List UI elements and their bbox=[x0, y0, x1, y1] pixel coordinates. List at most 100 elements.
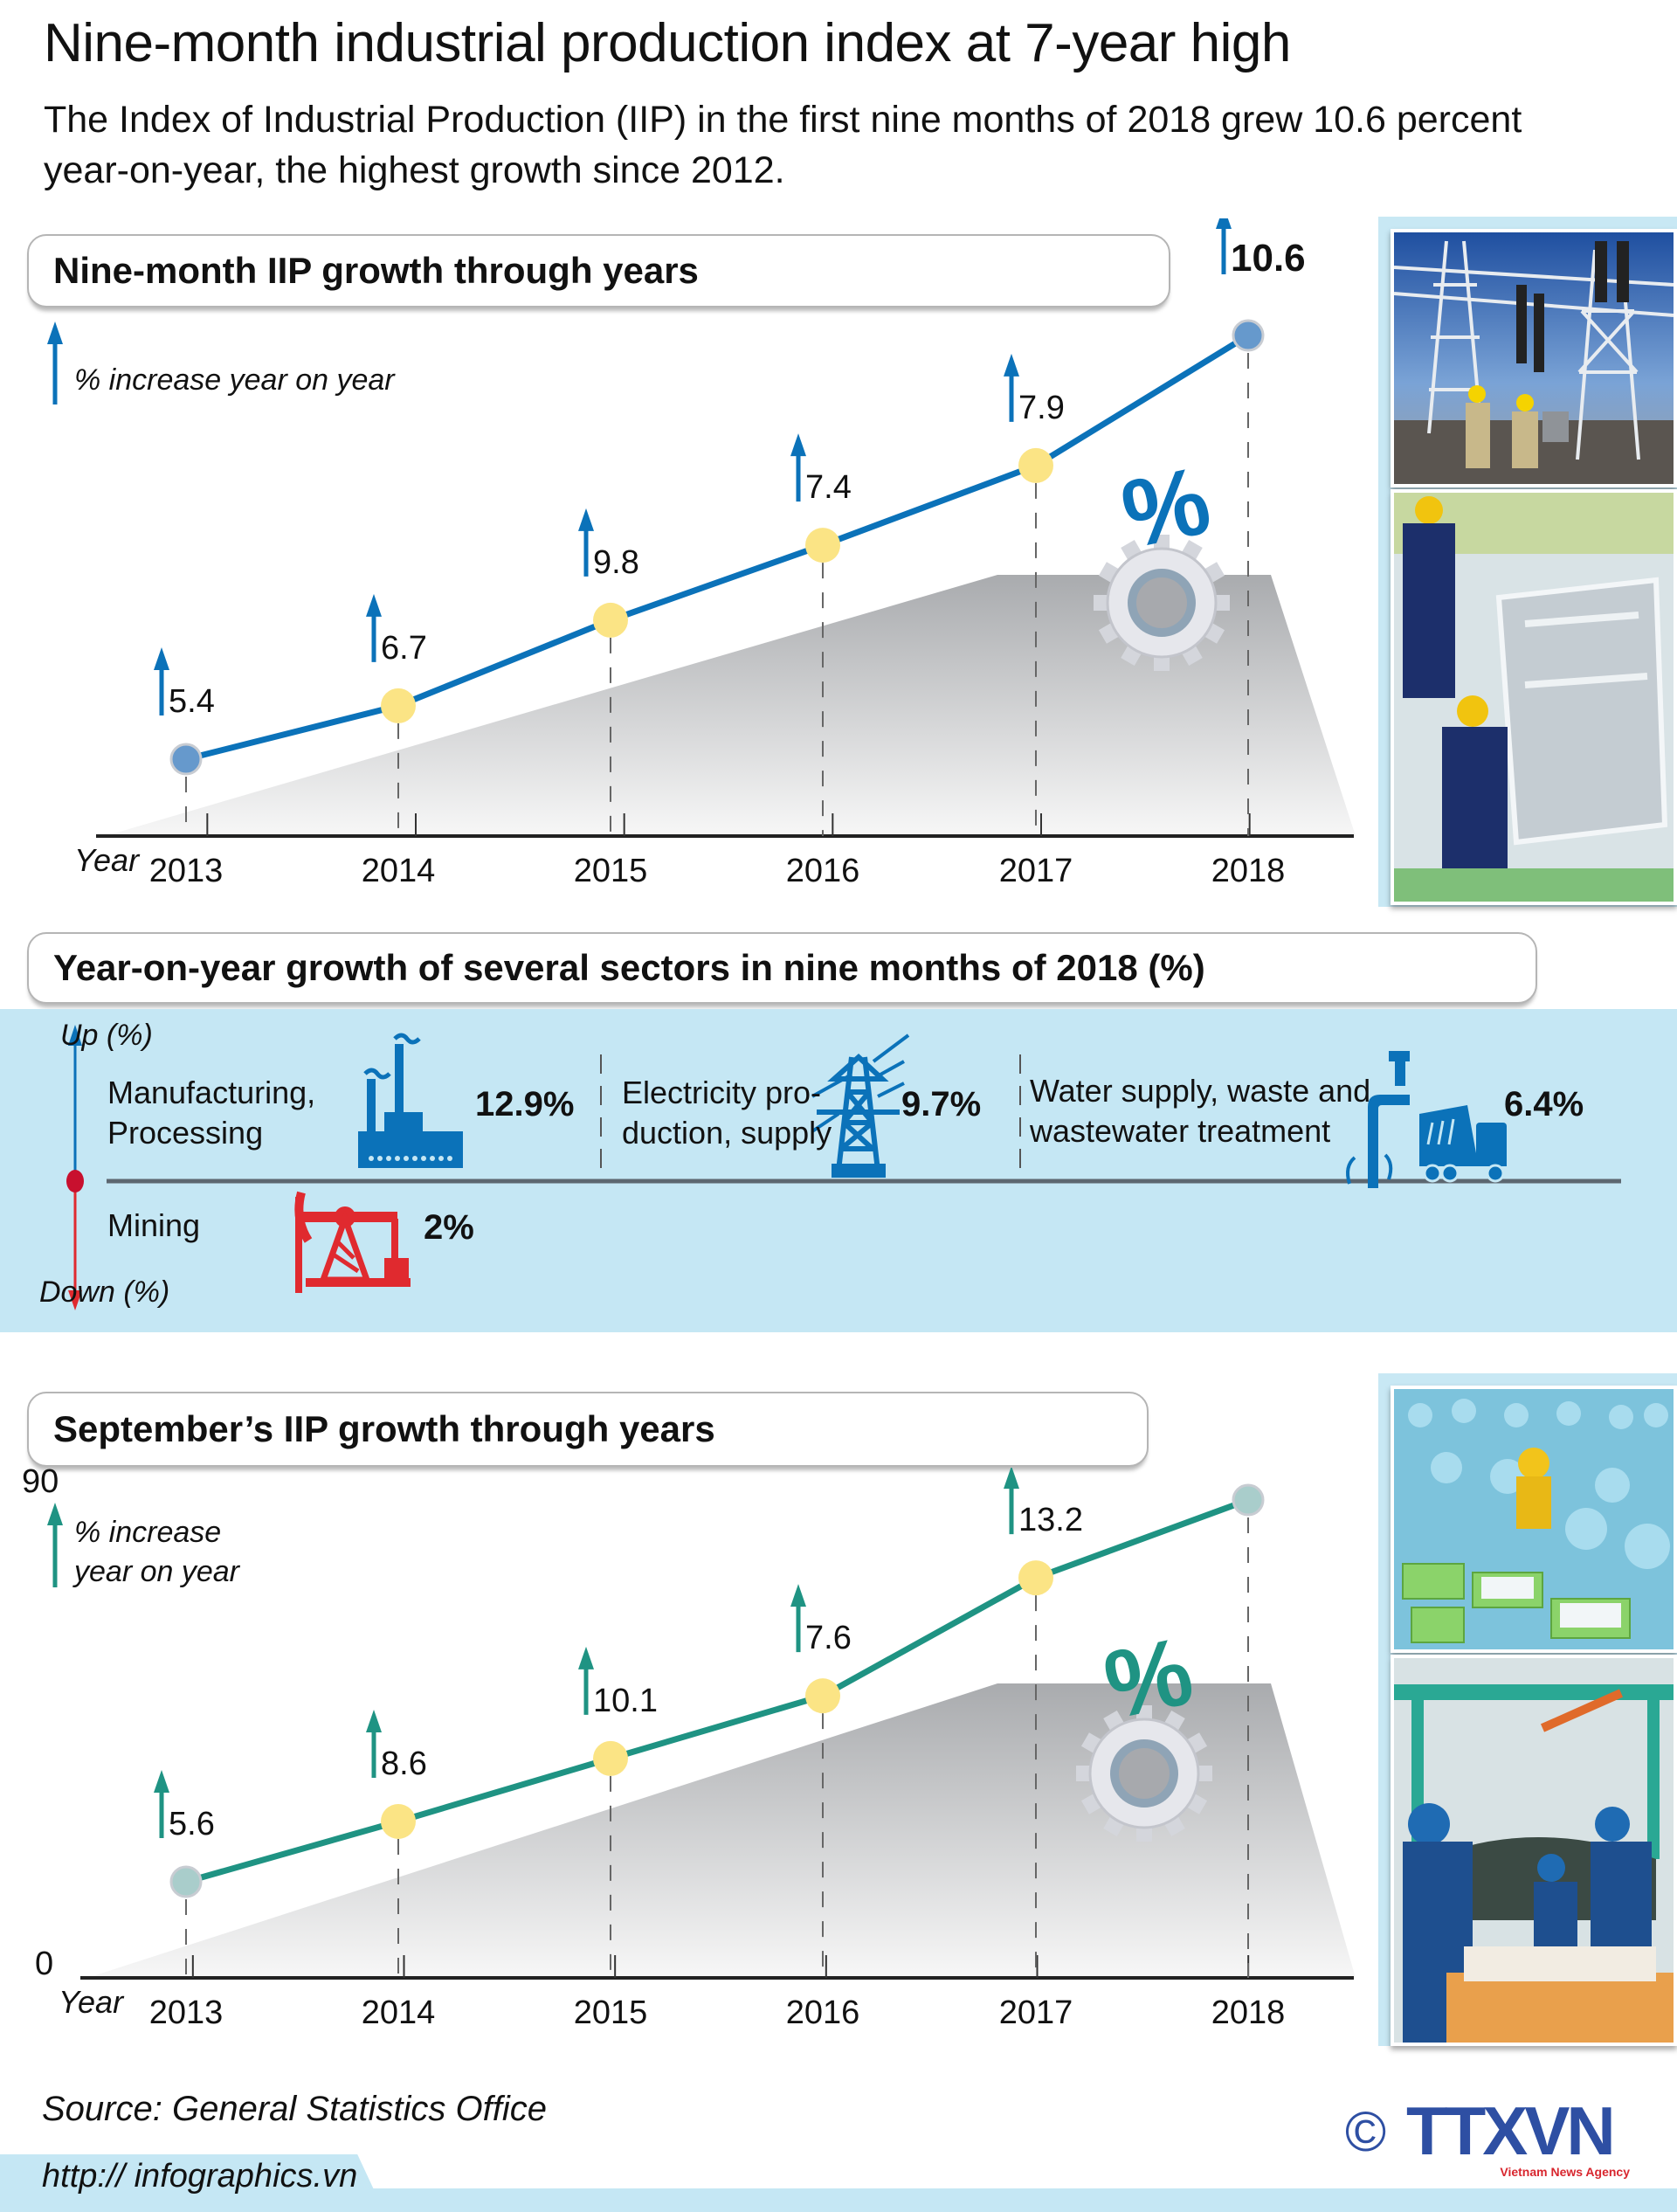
photo-seafood-processing bbox=[1391, 1386, 1677, 1653]
gray-ramp bbox=[87, 1683, 1356, 1978]
ttxvn-logo: © TTXVN Vietnam News Agency bbox=[1345, 2092, 1642, 2184]
up-arrow-icon bbox=[578, 508, 594, 531]
down-label: Down (%) bbox=[39, 1275, 170, 1309]
data-label: 10.1 bbox=[593, 1683, 658, 1719]
x-axis-title: Year bbox=[74, 842, 141, 878]
data-label: 7.4 bbox=[805, 469, 852, 506]
sector-label-manufacturing: Manufacturing, Processing bbox=[107, 1073, 315, 1153]
x-tick-label: 2014 bbox=[362, 1994, 436, 2031]
up-label: Up (%) bbox=[60, 1019, 153, 1052]
up-arrow-icon bbox=[1004, 353, 1019, 377]
sectors-graphics bbox=[66, 1025, 1621, 1310]
photo-power-substation bbox=[1391, 229, 1677, 487]
data-point bbox=[169, 1865, 203, 1898]
data-point bbox=[593, 1740, 628, 1776]
faucet-truck-icon bbox=[1346, 1051, 1507, 1188]
up-arrow-icon bbox=[578, 1646, 594, 1669]
down-arrow-icon bbox=[68, 1290, 82, 1310]
data-label: 7.6 bbox=[805, 1620, 852, 1656]
data-label: 5.6 bbox=[169, 1806, 215, 1842]
up-arrow-icon bbox=[366, 1709, 382, 1732]
gear-hole bbox=[1110, 1739, 1178, 1808]
x-tick-label: 2017 bbox=[999, 1994, 1073, 2031]
x-tick-label: 2013 bbox=[149, 1994, 224, 2031]
data-point bbox=[169, 743, 203, 776]
photo-car-assembly bbox=[1391, 489, 1677, 905]
sector-label-mining: Mining bbox=[107, 1207, 201, 1243]
photo-panel-bottom bbox=[1378, 1373, 1677, 2046]
page-title: Nine-month industrial production index a… bbox=[44, 13, 1291, 73]
data-point bbox=[805, 528, 840, 563]
data-point bbox=[1232, 319, 1265, 352]
up-arrow-icon bbox=[790, 1584, 806, 1607]
up-arrow-icon bbox=[366, 593, 382, 617]
page-subtitle: The Index of Industrial Production (IIP)… bbox=[44, 94, 1616, 196]
sector-label-line: duction, supply bbox=[622, 1115, 832, 1151]
x-tick-label: 2013 bbox=[149, 853, 224, 889]
source-note: Source: General Statistics Office bbox=[42, 2090, 548, 2128]
data-label: 6.7 bbox=[381, 630, 427, 667]
gray-ramp bbox=[105, 575, 1356, 836]
chart1-title-box: Nine-month IIP growth through years bbox=[27, 234, 1170, 308]
up-arrow-icon bbox=[154, 1770, 169, 1793]
axis-origin-dot bbox=[66, 1170, 84, 1192]
data-label: 7.9 bbox=[1018, 390, 1065, 426]
series-line bbox=[185, 333, 1250, 763]
chart2-title-box: September’s IIP growth through years bbox=[27, 1392, 1149, 1467]
y-tick-label: 90 bbox=[22, 1468, 59, 1500]
sector-label-line: Processing bbox=[107, 1115, 264, 1151]
sector-label-line: wastewater treatment bbox=[1030, 1113, 1331, 1149]
legend-label: % increase bbox=[74, 1516, 221, 1549]
sector-label-line: Water supply, waste and bbox=[1030, 1073, 1371, 1109]
gear-icon bbox=[1076, 1705, 1212, 1842]
footer-url[interactable]: http:// infographics.vn bbox=[42, 2158, 358, 2195]
data-label: 8.6 bbox=[381, 1745, 427, 1782]
y-tick-label: 0 bbox=[35, 1946, 53, 1982]
up-arrow-icon bbox=[790, 433, 806, 457]
sector-label-line: Electricity pro- bbox=[622, 1075, 822, 1110]
sectors-title: Year-on-year growth of several sectors i… bbox=[53, 947, 1205, 988]
copyright-icon: © bbox=[1345, 2100, 1387, 2163]
x-tick-label: 2017 bbox=[999, 853, 1073, 889]
gear-hole bbox=[1128, 569, 1196, 637]
data-point bbox=[1232, 1483, 1265, 1517]
up-arrow-icon bbox=[68, 1025, 82, 1046]
september-iip-chart: %5.68.610.17.613.29.1Year201320142015201… bbox=[22, 1468, 1356, 2031]
x-tick-label: 2016 bbox=[786, 853, 860, 889]
x-axis-title: Year bbox=[59, 1984, 125, 2020]
up-arrow-icon bbox=[1216, 218, 1232, 229]
sector-value-electricity: 9.7% bbox=[901, 1085, 982, 1123]
footer-strip bbox=[0, 2188, 1677, 2212]
x-tick-label: 2018 bbox=[1211, 853, 1286, 889]
x-tick-label: 2016 bbox=[786, 1994, 860, 2031]
legend-label: % increase year on year bbox=[74, 363, 396, 397]
data-point bbox=[1018, 447, 1053, 483]
logo-text: TTXVN bbox=[1406, 2092, 1616, 2169]
legend-arrow-icon bbox=[47, 1503, 63, 1525]
up-arrow-icon bbox=[154, 647, 169, 670]
series-line bbox=[185, 1497, 1250, 1885]
sector-value-water: 6.4% bbox=[1504, 1085, 1584, 1123]
data-point bbox=[1018, 1560, 1053, 1596]
sector-label-water: Water supply, waste and wastewater treat… bbox=[1030, 1071, 1370, 1151]
data-label: 5.4 bbox=[169, 683, 215, 720]
x-tick-label: 2015 bbox=[574, 853, 648, 889]
subtitle-line-2: year-on-year, the highest growth since 2… bbox=[44, 149, 785, 191]
chart1-title: Nine-month IIP growth through years bbox=[53, 250, 699, 291]
sectors-title-box: Year-on-year growth of several sectors i… bbox=[27, 932, 1537, 1004]
sector-value-mining: 2% bbox=[424, 1208, 474, 1247]
subtitle-line-1: The Index of Industrial Production (IIP)… bbox=[44, 99, 1522, 141]
gear-icon bbox=[1094, 535, 1230, 671]
x-tick-label: 2018 bbox=[1211, 1994, 1286, 2031]
up-arrow-icon bbox=[1004, 1468, 1019, 1490]
x-tick-label: 2014 bbox=[362, 853, 436, 889]
x-tick-label: 2015 bbox=[574, 1994, 648, 2031]
sector-label-line: Manufacturing, bbox=[107, 1075, 316, 1110]
data-label: 10.6 bbox=[1231, 237, 1306, 280]
chart2-title: September’s IIP growth through years bbox=[53, 1408, 715, 1449]
photo-panel-top bbox=[1378, 217, 1677, 907]
data-label: 9.8 bbox=[593, 544, 639, 581]
photo-sorting-line bbox=[1391, 1655, 1677, 2046]
factory-icon bbox=[358, 1033, 463, 1168]
